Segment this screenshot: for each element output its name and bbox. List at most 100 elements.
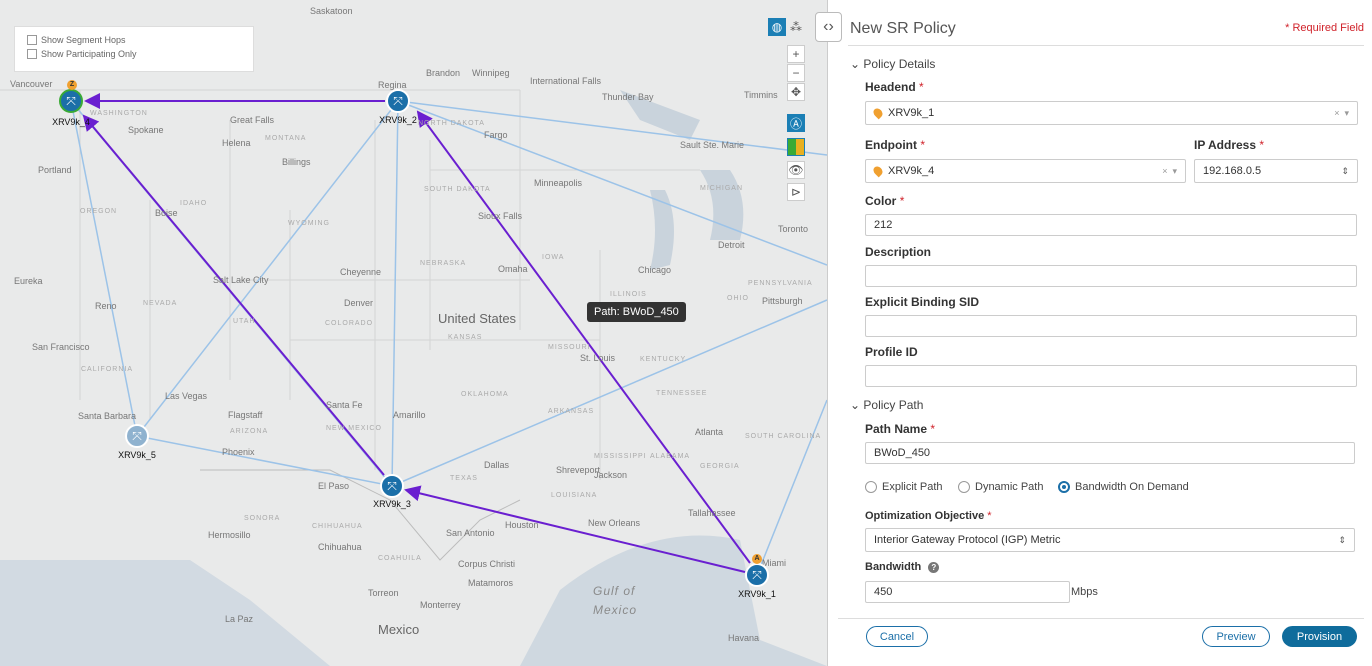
binding-sid-label: Explicit Binding SID xyxy=(865,295,980,309)
show-participating-only-checkbox[interactable]: Show Participating Only xyxy=(27,47,241,61)
divider xyxy=(838,618,1364,619)
dynamic-path-radio[interactable]: Dynamic Path xyxy=(958,481,1043,493)
router-node-xrv9k-2[interactable]: ⤧ xyxy=(386,89,410,113)
map-label: Phoenix xyxy=(222,447,255,457)
map-label: Tallahassee xyxy=(688,508,736,518)
router-node-xrv9k-5[interactable]: ⤧ xyxy=(125,424,149,448)
state-label: CALIFORNIA xyxy=(81,366,134,373)
router-node-xrv9k-1[interactable]: ⤧ xyxy=(745,563,769,587)
map-label: Chihuahua xyxy=(318,542,362,552)
state-label: ALABAMA xyxy=(650,453,691,460)
checkbox-label: Show Participating Only xyxy=(41,49,137,59)
map-label: Timmins xyxy=(744,90,778,100)
stepper-icon: ⇕ xyxy=(1341,165,1349,176)
divider xyxy=(848,45,1364,46)
policy-details-section[interactable]: ⌄ Policy Details xyxy=(850,57,936,71)
sea-label: Gulf of xyxy=(593,584,636,598)
policy-path-section[interactable]: ⌄ Policy Path xyxy=(850,398,924,412)
map-label: Shreveport xyxy=(556,465,601,475)
state-label: UTAH xyxy=(233,318,256,325)
map-label: Hermosillo xyxy=(208,530,251,540)
node-label: XRV9k_3 xyxy=(373,499,411,509)
state-label: SOUTH CAROLINA xyxy=(745,433,822,440)
map-label: San Francisco xyxy=(32,342,90,352)
bandwidth-input[interactable]: 450 xyxy=(865,581,1070,603)
chart-icon[interactable]: ⊳ xyxy=(787,183,805,201)
state-label: COAHUILA xyxy=(378,555,422,562)
optimization-objective-label: Optimization Objective * xyxy=(865,510,992,522)
map-label: Corpus Christi xyxy=(458,559,516,569)
topology-map[interactable]: Show Segment Hops Show Participating Onl… xyxy=(0,0,827,666)
map-label: Denver xyxy=(344,298,374,308)
map-label: Sault Ste. Marie xyxy=(680,140,745,150)
state-label: IDAHO xyxy=(180,200,208,207)
map-label: Detroit xyxy=(718,240,745,250)
show-segment-hops-checkbox[interactable]: Show Segment Hops xyxy=(27,33,241,47)
path-name-input[interactable]: BWoD_450 xyxy=(865,442,1355,464)
state-label: TENNESSEE xyxy=(656,390,708,397)
clear-icon[interactable]: × ▾ xyxy=(1162,165,1177,176)
binding-sid-input[interactable] xyxy=(865,315,1357,337)
map-label: St. Louis xyxy=(580,353,616,363)
cancel-button[interactable]: Cancel xyxy=(866,626,928,647)
map-label: Las Vegas xyxy=(165,391,208,401)
color-input[interactable]: 212 xyxy=(865,214,1357,236)
country-label: Mexico xyxy=(378,622,420,637)
path-tooltip: Path: BWoD_450 xyxy=(587,302,686,322)
help-icon[interactable]: ? xyxy=(928,562,940,573)
new-sr-policy-panel: ‹› New SR Policy * Required Field ⌄ Poli… xyxy=(815,0,1372,666)
ip-address-select[interactable]: 192.168.0.5 ⇕ xyxy=(1194,159,1358,183)
search-a-icon[interactable]: Ⓐ xyxy=(787,114,805,132)
state-label: GEORGIA xyxy=(700,463,740,470)
bandwidth-on-demand-radio[interactable]: Bandwidth On Demand xyxy=(1058,481,1189,493)
description-input[interactable] xyxy=(865,265,1357,287)
globe-icon[interactable]: ◍ xyxy=(768,18,786,36)
map-label: Eureka xyxy=(14,276,43,286)
headend-select[interactable]: XRV9k_1 × ▾ xyxy=(865,101,1358,125)
state-label: NEVADA xyxy=(143,300,178,307)
panel-title: New SR Policy xyxy=(850,20,956,37)
node-label: XRV9k_1 xyxy=(738,589,776,599)
state-label: COLORADO xyxy=(325,320,374,327)
map-label: Great Falls xyxy=(230,115,275,125)
map-label: International Falls xyxy=(530,76,602,86)
fit-view-icon[interactable]: ✥ xyxy=(787,83,805,101)
profile-id-input[interactable] xyxy=(865,365,1357,387)
description-label: Description xyxy=(865,245,932,259)
bandwidth-label: Bandwidth ? xyxy=(865,561,940,573)
state-label: NEW MEXICO xyxy=(326,425,382,432)
topology-icon[interactable]: ⁂ xyxy=(790,20,802,34)
provision-button[interactable]: Provision xyxy=(1282,626,1357,647)
checkbox-label: Show Segment Hops xyxy=(41,35,126,45)
map-label: Havana xyxy=(728,633,760,643)
endpoint-pin-icon xyxy=(871,164,885,178)
color-label: Color * xyxy=(865,194,905,208)
optimization-objective-select[interactable]: Interior Gateway Protocol (IGP) Metric ⇕ xyxy=(865,528,1355,552)
map-label: Reno xyxy=(95,301,117,311)
map-label: Boise xyxy=(155,208,178,218)
preview-button[interactable]: Preview xyxy=(1202,626,1270,647)
map-legend: Show Segment Hops Show Participating Onl… xyxy=(14,26,254,72)
map-label: Atlanta xyxy=(695,427,724,437)
router-node-xrv9k-4[interactable]: ⤧ xyxy=(59,89,83,113)
zoom-out-icon[interactable]: − xyxy=(787,64,805,82)
map-label: Pittsburgh xyxy=(762,296,803,306)
map-label: Billings xyxy=(282,157,311,167)
map-label: Houston xyxy=(505,520,539,530)
state-label: OHIO xyxy=(727,295,749,302)
zoom-in-icon[interactable]: + xyxy=(787,45,805,63)
clear-icon[interactable]: × ▾ xyxy=(1334,107,1349,118)
collapse-panel-toggle[interactable]: ‹› xyxy=(815,12,842,42)
layers-icon[interactable] xyxy=(787,138,805,156)
explicit-path-radio[interactable]: Explicit Path xyxy=(865,481,943,493)
state-label: NORTH DAKOTA xyxy=(418,120,485,127)
map-label: El Paso xyxy=(318,481,350,491)
state-label: KENTUCKY xyxy=(640,356,687,363)
eye-icon[interactable]: 👁 xyxy=(787,161,805,179)
endpoint-select[interactable]: XRV9k_4 × ▾ xyxy=(865,159,1186,183)
map-label: Santa Fe xyxy=(326,400,363,410)
router-node-xrv9k-3[interactable]: ⤧ xyxy=(380,474,404,498)
map-label: Cheyenne xyxy=(340,267,382,277)
headend-badge: A xyxy=(752,554,762,564)
state-label: MONTANA xyxy=(265,135,307,142)
